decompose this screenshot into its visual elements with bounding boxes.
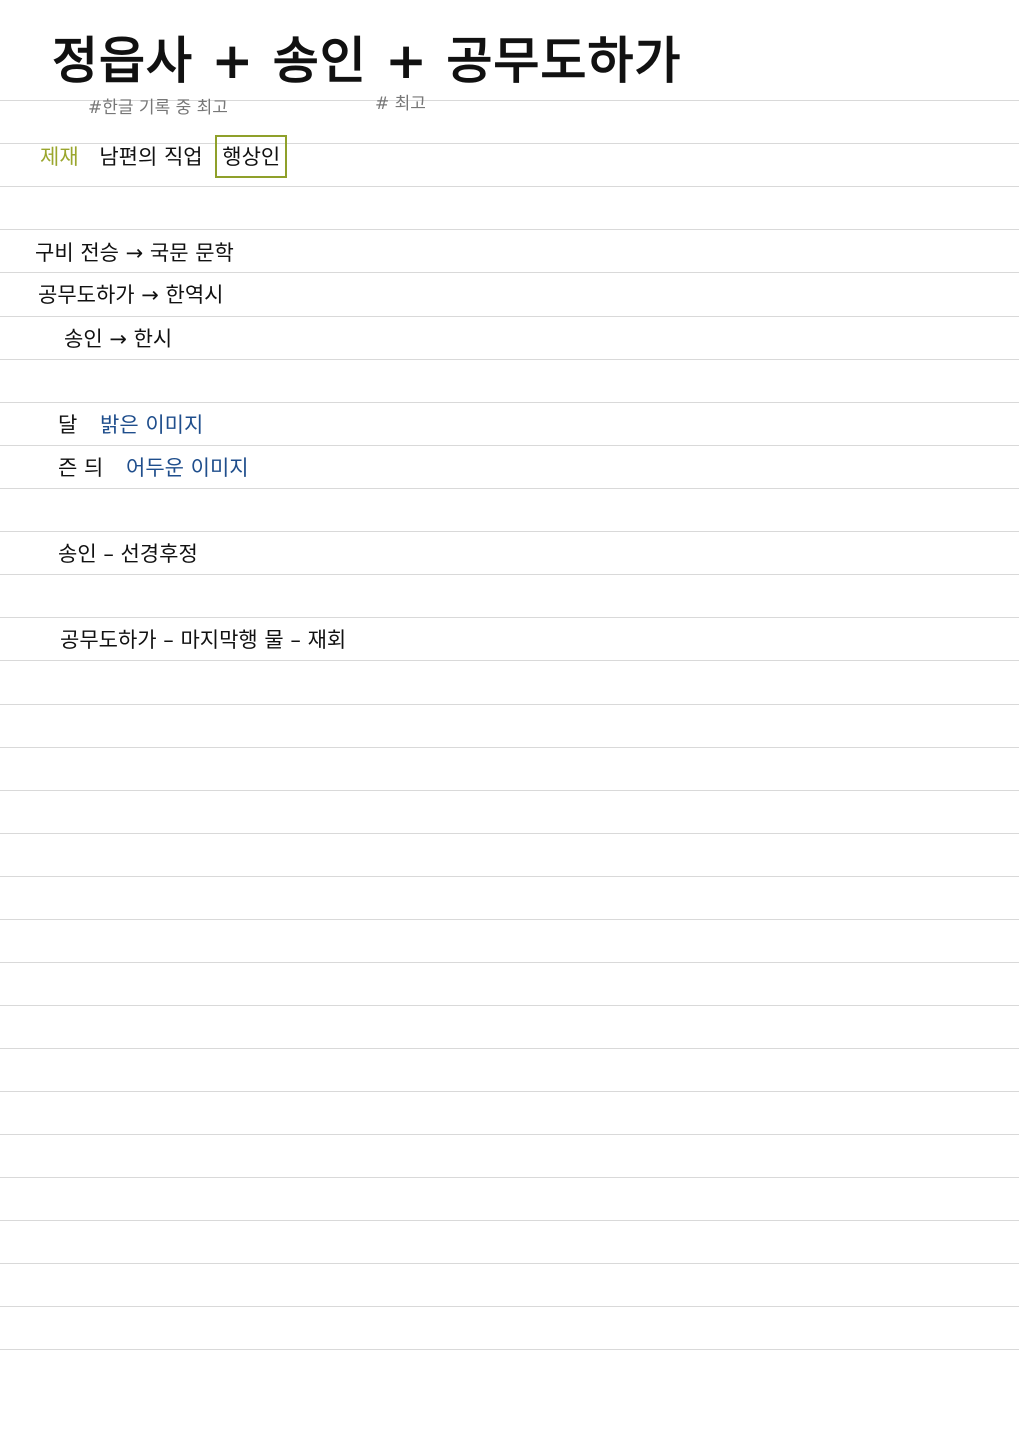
ruled-line xyxy=(0,1177,1019,1178)
ruled-line xyxy=(0,704,1019,705)
ruled-line xyxy=(0,531,1019,532)
ruled-line xyxy=(0,229,1019,230)
ruled-line xyxy=(0,143,1019,144)
ruled-line xyxy=(0,833,1019,834)
imagery-word: 달 xyxy=(58,413,78,437)
ruled-line xyxy=(0,402,1019,403)
subject-label: 제재 xyxy=(40,145,79,169)
ruled-line xyxy=(0,1263,1019,1264)
ruled-line xyxy=(0,919,1019,920)
ruled-line xyxy=(0,962,1019,963)
imagery-line: 즌 듸 어두운 이미지 xyxy=(58,458,249,479)
imagery-desc: 어두운 이미지 xyxy=(126,456,249,480)
note-line: 구비 전승 → 국문 문학 xyxy=(35,241,234,265)
ruled-line xyxy=(0,272,1019,273)
ruled-line xyxy=(0,747,1019,748)
ruled-line xyxy=(0,1220,1019,1221)
title-tag: # 최고 xyxy=(375,94,426,114)
ruled-line xyxy=(0,574,1019,575)
note-line: 송인 – 선경후정 xyxy=(58,542,198,566)
imagery-word: 즌 듸 xyxy=(58,456,104,480)
ruled-line xyxy=(0,790,1019,791)
ruled-line xyxy=(0,445,1019,446)
ruled-line xyxy=(0,316,1019,317)
note-line: 공무도하가 – 마지막행 물 – 재회 xyxy=(60,628,347,652)
ruled-line xyxy=(0,1306,1019,1307)
ruled-line xyxy=(0,1048,1019,1049)
ruled-line xyxy=(0,1005,1019,1006)
ruled-line xyxy=(0,1091,1019,1092)
ruled-line xyxy=(0,488,1019,489)
ruled-line xyxy=(0,876,1019,877)
subject-line: 제재 남편의 직업 행상인 xyxy=(40,135,288,178)
title-tag: #한글 기록 중 최고 xyxy=(88,98,228,118)
page-title: 정읍사 + 송인 + 공무도하가 xyxy=(52,32,682,90)
note-line: 송인 → 한시 xyxy=(64,327,173,351)
subject-text: 남편의 직업 xyxy=(99,145,203,169)
ruled-line xyxy=(0,359,1019,360)
boxed-keyword: 행상인 xyxy=(215,135,288,178)
ruled-line xyxy=(0,100,1019,101)
ruled-line xyxy=(0,660,1019,661)
note-line: 공무도하가 → 한역시 xyxy=(38,283,224,307)
ruled-line xyxy=(0,617,1019,618)
ruled-line xyxy=(0,1134,1019,1135)
imagery-line: 달 밝은 이미지 xyxy=(58,415,203,436)
ruled-line xyxy=(0,1349,1019,1350)
imagery-desc: 밝은 이미지 xyxy=(100,413,204,437)
ruled-line xyxy=(0,186,1019,187)
